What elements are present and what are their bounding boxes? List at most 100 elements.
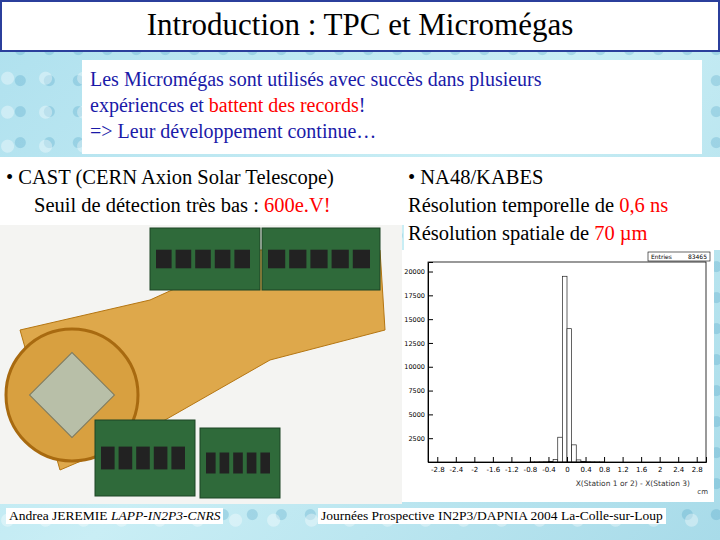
footer-left: Andrea JEREMIE LAPP-IN2P3-CNRS	[6, 508, 223, 524]
x-tick-mark	[660, 457, 661, 462]
x-axis-title: X(Station 1 or 2) - X(Station 3)	[576, 479, 690, 488]
y-tick-mark	[428, 367, 433, 368]
y-tick-mark	[428, 438, 433, 439]
y-tick-label: 12500	[404, 340, 425, 348]
x-tick-label: 0.8	[599, 466, 610, 474]
x-tick-mark	[474, 457, 475, 462]
text: Les Micromégas sont utilisés avec succès…	[90, 68, 542, 90]
text: => Leur développement continue…	[90, 120, 376, 142]
x-tick-label: 0.4	[580, 466, 592, 474]
chip	[353, 250, 370, 269]
bars	[530, 276, 604, 462]
x-tick: -0.8	[524, 457, 538, 474]
x-tick: 0.4	[580, 457, 592, 474]
x-tick-mark	[623, 457, 624, 462]
y-tick: 5000	[408, 411, 433, 419]
x-axis-unit: cm	[697, 488, 708, 496]
y-tick-label: 20000	[404, 268, 425, 276]
text-line: Les Micromégas sont utilisés avec succès…	[90, 66, 694, 92]
chip	[119, 447, 133, 470]
x-tick-mark	[567, 457, 568, 462]
chip	[260, 453, 270, 474]
plot-frame	[428, 262, 706, 462]
x-tick: 2.4	[673, 457, 685, 474]
x-tick: 2.8	[692, 457, 703, 474]
chip	[220, 453, 230, 474]
y-tick-mark	[428, 295, 433, 296]
y-axis-line	[429, 263, 434, 463]
y-tick-mark	[428, 391, 433, 392]
text: • CAST (CERN Axion Solar Telescope)	[6, 166, 334, 188]
x-tick-label: -2.8	[431, 466, 445, 474]
x-axis: -2.8-2.4-2-1.6-1.2-0.8-0.400.40.81.21.62…	[429, 457, 707, 474]
y-tick: 20000	[404, 268, 433, 276]
chip	[176, 250, 192, 269]
title: Introduction : TPC et Micromégas	[2, 2, 718, 48]
text-line: Résolution spatiale de 70 µm	[408, 219, 716, 247]
text: !	[359, 94, 366, 116]
x-tick-mark	[586, 457, 587, 462]
text: Seuil de détection très bas :	[34, 194, 264, 216]
y-tick-label: 2500	[408, 435, 425, 443]
x-tick: 1.2	[618, 457, 629, 474]
cast-box: • CAST (CERN Axion Solar Telescope) Seuil…	[0, 157, 404, 225]
x-tick-label: -1.6	[487, 466, 501, 474]
highlight: battent des records	[209, 94, 359, 116]
chip	[136, 447, 150, 470]
chip	[233, 453, 243, 474]
y-tick: 17500	[404, 292, 433, 300]
x-axis-line	[429, 457, 707, 463]
stats-value: 83465	[688, 253, 707, 260]
detector-photo	[0, 224, 402, 504]
x-tick-label: 0	[565, 466, 569, 474]
y-tick-label: 7500	[408, 387, 425, 395]
x-tick: -2.8	[431, 457, 445, 474]
x-tick-mark	[548, 457, 549, 462]
y-tick-label: 15000	[404, 316, 425, 324]
text-line: Résolution temporelle de 0,6 ns	[408, 191, 716, 219]
y-tick-label: 17500	[404, 292, 425, 300]
intro-box: Les Micromégas sont utilisés avec succès…	[82, 60, 702, 154]
text-line: expériences et battent des records!	[90, 92, 694, 118]
histogram-bar	[562, 276, 567, 462]
chip	[101, 447, 115, 470]
highlight: 70 µm	[594, 222, 647, 244]
photo-backdrop	[0, 224, 402, 504]
pcb-board	[200, 428, 280, 498]
y-tick-mark	[428, 272, 433, 273]
x-tick-label: 2	[658, 466, 662, 474]
y-tick: 10000	[404, 363, 433, 371]
histogram-bar	[572, 445, 577, 462]
footer-right: Journées Prospective IN2P3/DAPNIA 2004 L…	[318, 508, 666, 524]
kabes-box: • NA48/KABES Résolution temporelle de 0,6…	[404, 157, 720, 250]
x-tick-label: 1.2	[618, 466, 629, 474]
y-tick: 12500	[404, 340, 433, 348]
x-tick-mark	[697, 457, 698, 462]
stats-frame	[648, 252, 710, 261]
stats-label: Entries	[651, 253, 672, 260]
histogram-bar	[567, 329, 572, 462]
x-tick: -1.6	[487, 457, 501, 474]
text-line: • CAST (CERN Axion Solar Telescope)	[6, 163, 398, 191]
y-tick-mark	[428, 414, 433, 415]
footer-lab: LAPP-IN2P3-CNRS	[111, 508, 221, 523]
x-tick-mark	[604, 457, 605, 462]
text: Résolution spatiale de	[408, 222, 594, 244]
x-tick-mark	[437, 457, 438, 462]
text-line: => Leur développement continue…	[90, 118, 694, 144]
highlight: 0,6 ns	[619, 194, 668, 216]
pcb-board	[150, 228, 260, 290]
chip	[268, 250, 285, 269]
text: • NA48/KABES	[408, 166, 543, 188]
chip	[289, 250, 306, 269]
chip	[195, 250, 211, 269]
y-tick-mark	[428, 343, 433, 344]
chip	[215, 250, 231, 269]
x-tick: 0	[565, 457, 569, 474]
x-tick-mark	[456, 457, 457, 462]
footer-author: Andrea JEREMIE	[9, 508, 111, 523]
chip	[171, 447, 185, 470]
x-tick-mark	[511, 457, 512, 462]
x-tick-label: -0.4	[542, 466, 556, 474]
text: Résolution temporelle de	[408, 194, 619, 216]
